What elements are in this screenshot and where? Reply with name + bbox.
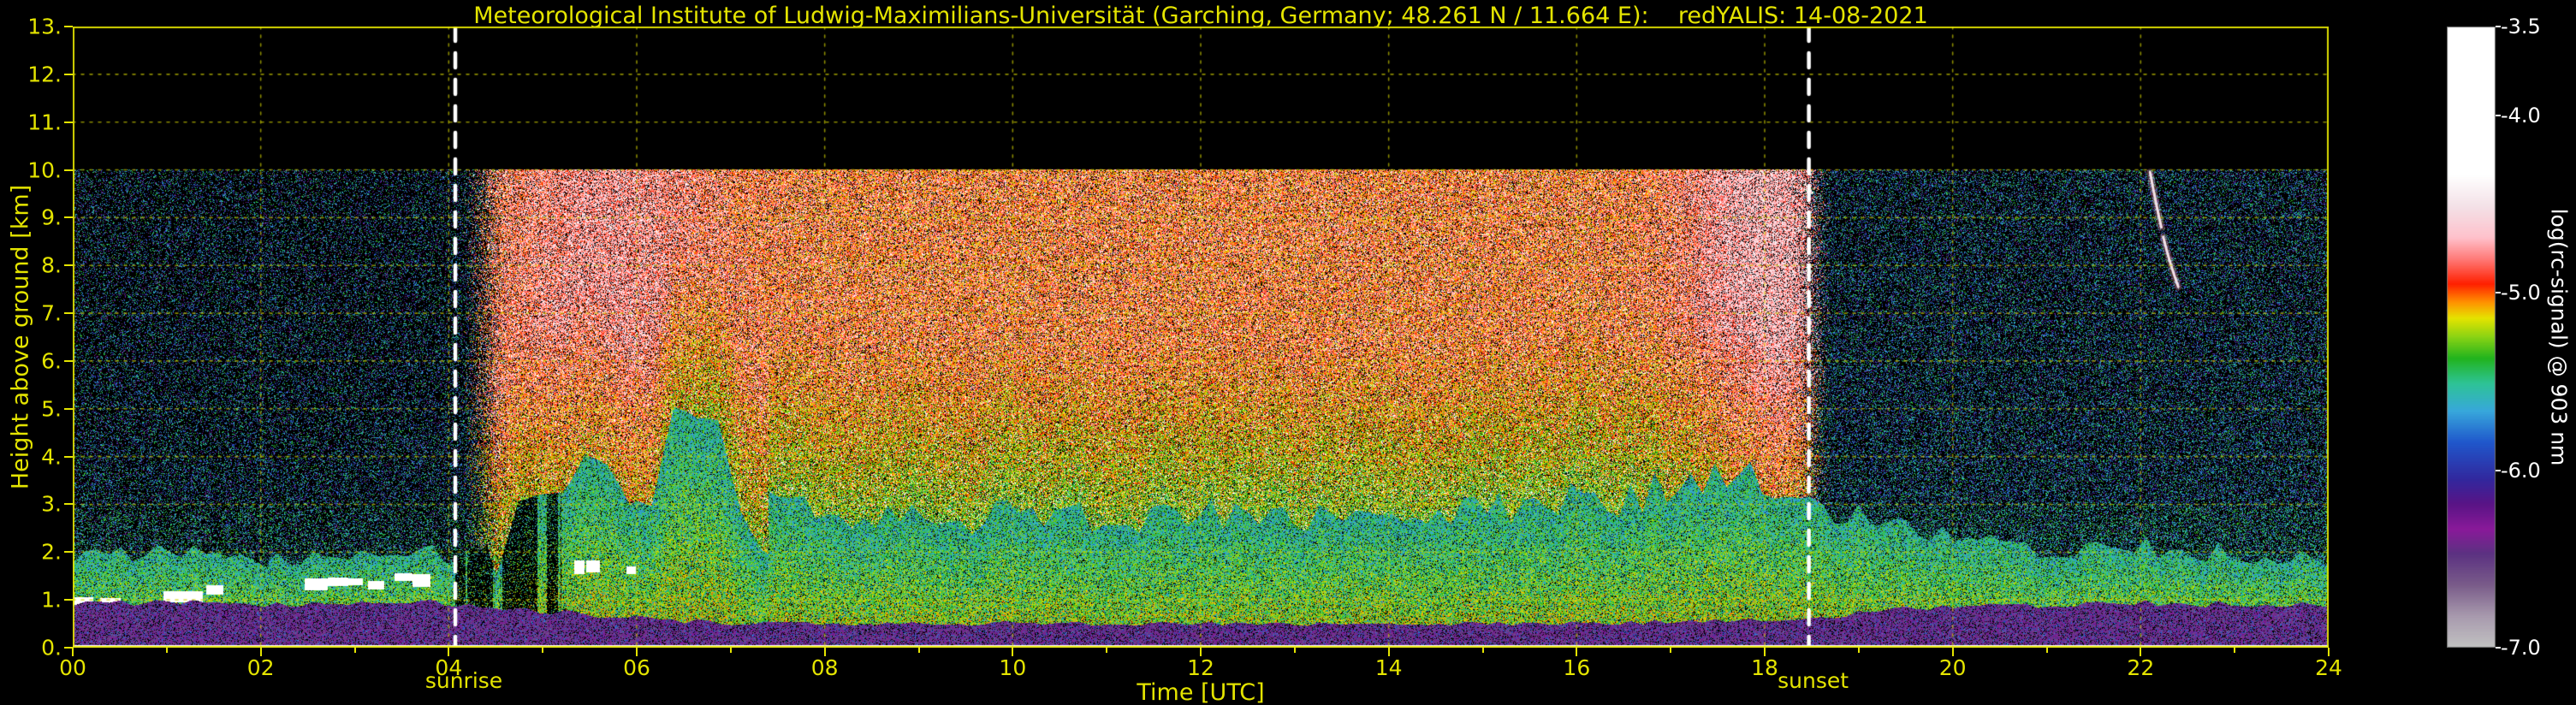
sunrise-annotation: sunrise	[424, 668, 503, 693]
x-tick-label: 00	[59, 655, 86, 680]
y-tick-mark	[64, 73, 73, 75]
x-minor-tick-mark	[729, 648, 732, 653]
colorbar-tick-label: -5.0	[2501, 281, 2541, 305]
x-tick-mark	[2140, 648, 2142, 656]
x-tick-mark	[823, 648, 826, 656]
y-tick-mark	[64, 647, 73, 649]
colorbar-tick-mark	[2496, 292, 2501, 294]
y-tick-label: 13.	[27, 14, 62, 39]
x-tick-label: 14	[1374, 655, 1403, 680]
y-tick-mark	[64, 599, 73, 601]
x-tick-mark	[72, 648, 74, 656]
x-tick-mark	[1012, 648, 1014, 656]
x-tick-label: 16	[1563, 655, 1591, 680]
x-minor-tick-mark	[917, 648, 920, 653]
x-tick-mark	[259, 648, 262, 656]
y-tick-label: 6.	[41, 348, 62, 374]
y-axis-label: Height above ground [km]	[7, 184, 34, 490]
y-tick-label: 12.	[27, 62, 62, 87]
x-minor-tick-mark	[542, 648, 544, 653]
x-minor-tick-mark	[1670, 648, 1672, 653]
y-tick-mark	[64, 26, 73, 27]
x-tick-label: 20	[1938, 655, 1967, 680]
y-tick-mark	[64, 503, 73, 506]
y-tick-label: 3.	[41, 491, 62, 517]
x-tick-mark	[2328, 648, 2330, 656]
x-tick-label: 02	[246, 655, 275, 680]
y-tick-label: 5.	[41, 396, 62, 422]
x-tick-label: 18	[1751, 655, 1778, 680]
x-minor-tick-mark	[165, 648, 168, 653]
sunset-annotation: sunset	[1778, 668, 1849, 693]
x-tick-label: 06	[623, 655, 650, 680]
y-tick-mark	[64, 264, 73, 267]
colorbar-tick-label: -7.0	[2501, 636, 2541, 660]
x-tick-label: 10	[999, 655, 1027, 680]
y-tick-label: 11.	[27, 110, 62, 135]
y-tick-mark	[64, 407, 73, 410]
y-tick-label: 10.	[27, 157, 62, 183]
x-tick-mark	[636, 648, 638, 656]
x-tick-mark	[1200, 648, 1202, 656]
colorbar-tick-label: -3.5	[2501, 15, 2541, 39]
colorbar-label: log(rc-signal) @ 903 nm	[2546, 208, 2572, 466]
x-tick-mark	[1764, 648, 1766, 656]
x-minor-tick-mark	[1857, 648, 1860, 653]
colorbar-tick-mark	[2496, 26, 2501, 27]
lidar-heatmap-canvas	[73, 27, 2329, 648]
x-minor-tick-mark	[2045, 648, 2048, 653]
y-tick-label: 9.	[41, 204, 62, 230]
y-tick-mark	[64, 359, 73, 362]
x-tick-mark	[1576, 648, 1578, 656]
y-tick-label: 1.	[41, 587, 62, 613]
y-tick-mark	[64, 551, 73, 554]
colorbar-tick-label: -4.0	[2501, 103, 2541, 127]
y-tick-label: 2.	[41, 539, 62, 565]
y-tick-label: 8.	[41, 252, 62, 278]
x-minor-tick-mark	[2234, 648, 2236, 653]
y-tick-mark	[64, 121, 73, 123]
colorbar-tick-mark	[2496, 647, 2501, 649]
x-tick-label: 22	[2127, 655, 2155, 680]
colorbar-tick-label: -6.0	[2501, 458, 2541, 483]
colorbar-canvas	[2447, 27, 2496, 648]
y-tick-mark	[64, 169, 73, 171]
x-axis-label: Time [UTC]	[1137, 679, 1265, 705]
y-tick-mark	[64, 312, 73, 315]
colorbar-tick-mark	[2496, 114, 2501, 116]
y-tick-label: 4.	[41, 444, 62, 470]
x-minor-tick-mark	[1481, 648, 1484, 653]
x-minor-tick-mark	[1106, 648, 1108, 653]
x-tick-label: 24	[2315, 655, 2342, 680]
x-minor-tick-mark	[353, 648, 356, 653]
x-tick-mark	[1387, 648, 1390, 656]
plot-area	[73, 27, 2329, 648]
y-tick-mark	[64, 216, 73, 219]
y-tick-label: 0.	[41, 635, 62, 661]
y-tick-label: 7.	[41, 300, 62, 326]
colorbar-tick-mark	[2496, 469, 2501, 471]
colorbar	[2447, 27, 2496, 648]
x-tick-label: 12	[1187, 655, 1214, 680]
x-tick-mark	[448, 648, 450, 656]
x-tick-mark	[1951, 648, 1954, 656]
x-minor-tick-mark	[1293, 648, 1296, 653]
y-tick-mark	[64, 455, 73, 458]
x-tick-label: 08	[810, 655, 839, 680]
figure-title: Meteorological Institute of Ludwig-Maxim…	[473, 3, 1928, 29]
